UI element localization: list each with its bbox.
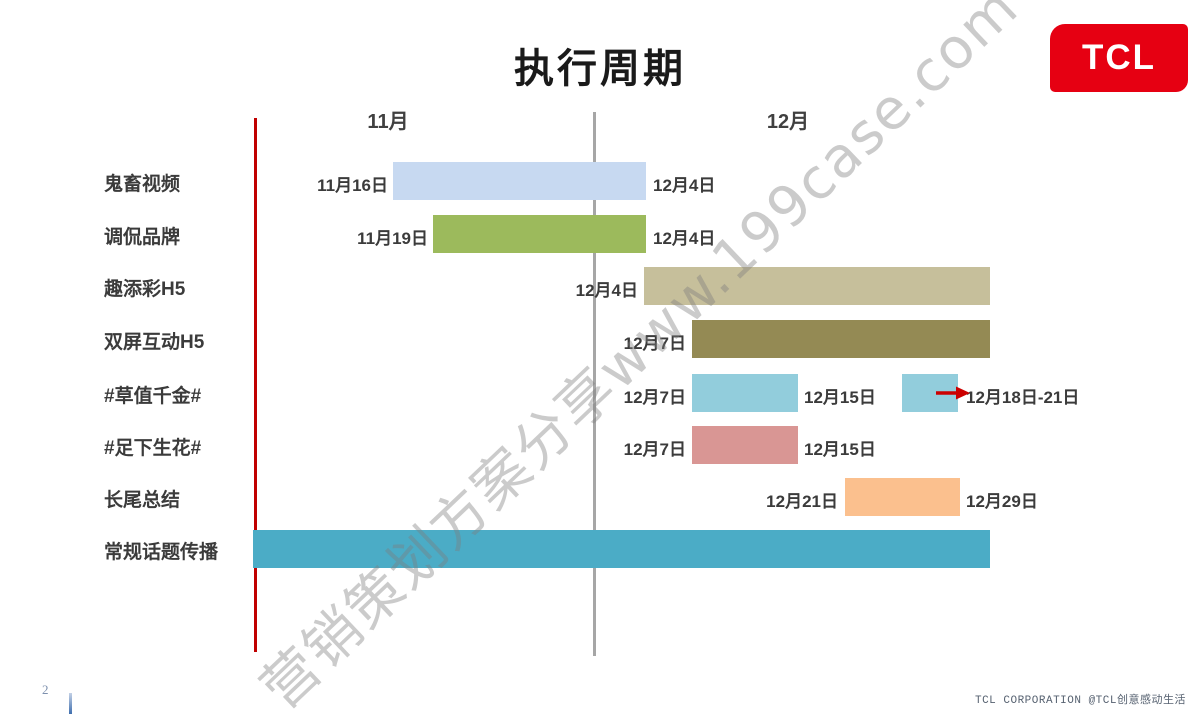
task-bar <box>253 530 990 568</box>
bar-start-date: 11月19日 <box>357 229 428 248</box>
month-header-november: 11月 <box>367 111 409 133</box>
bar-start-date: 12月7日 <box>623 334 686 353</box>
page-title: 执行周期 <box>514 47 686 91</box>
task-label: 长尾总结 <box>104 490 181 511</box>
bar-start-date: 12月4日 <box>575 281 638 300</box>
task-label: 双屏互动H5 <box>104 332 205 353</box>
task-bar <box>644 267 990 305</box>
bar-start-date: 12月21日 <box>766 492 838 511</box>
task-bar <box>433 215 646 253</box>
bar-start-date: 11月16日 <box>317 176 388 195</box>
task-bar <box>692 426 798 464</box>
task-label: 鬼畜视频 <box>104 174 181 195</box>
bar-end-date: 12月15日 <box>804 388 876 407</box>
bar-start-date: 12月7日 <box>623 388 686 407</box>
month-divider-line <box>593 112 596 656</box>
task-label: 调侃品牌 <box>104 227 181 248</box>
bar-end-date: 12月4日 <box>653 176 716 195</box>
footer-text: TCL CORPORATION @TCL创意感动生活 <box>974 695 1186 707</box>
arrow-right-icon <box>936 386 970 400</box>
page-number: 2 <box>42 682 49 697</box>
bar-extra-date: 12月18日-21日 <box>966 388 1080 407</box>
task-bar <box>692 320 990 358</box>
tcl-logo-text: TCL <box>1081 38 1157 77</box>
footer-accent-tick <box>69 693 72 714</box>
bar-end-date: 12月15日 <box>804 440 876 459</box>
month-header-december: 12月 <box>766 111 810 133</box>
task-label: #足下生花# <box>104 438 202 459</box>
task-label: 趣添彩H5 <box>104 279 186 300</box>
task-bar <box>692 374 798 412</box>
bar-start-date: 12月7日 <box>623 440 686 459</box>
task-bar <box>393 162 646 200</box>
timeline-start-line <box>254 118 257 652</box>
bar-end-date: 12月29日 <box>966 492 1038 511</box>
task-label: 常规话题传播 <box>104 542 219 563</box>
task-label: #草值千金# <box>104 386 202 407</box>
tcl-logo: TCL <box>1050 24 1188 92</box>
task-bar <box>845 478 960 516</box>
bar-end-date: 12月4日 <box>653 229 716 248</box>
